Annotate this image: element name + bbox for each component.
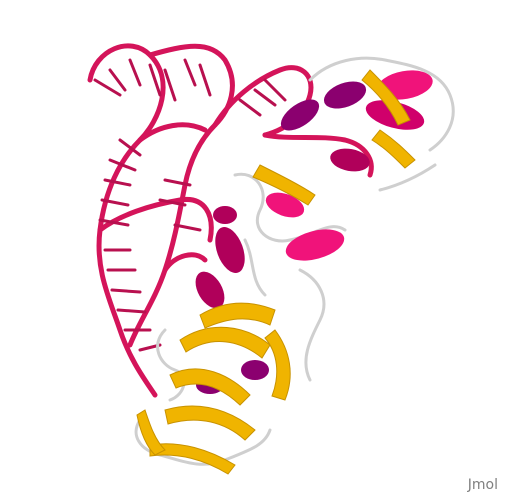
rna-bases xyxy=(93,58,287,352)
protein-strands xyxy=(136,69,416,475)
rna-backbone xyxy=(87,43,374,398)
protein-coil xyxy=(134,56,455,466)
jmol-watermark: Jmol xyxy=(467,477,498,493)
